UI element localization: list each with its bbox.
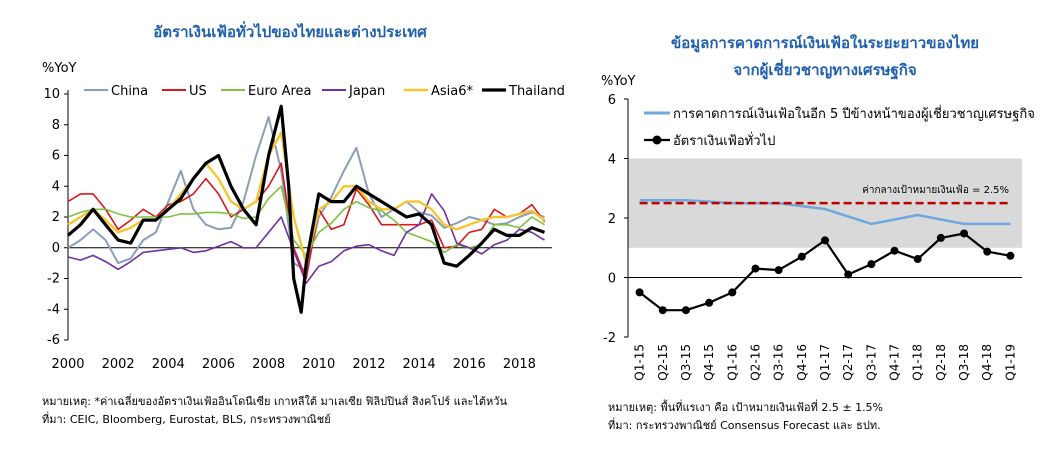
right-y-axis-label: %YoY <box>601 74 636 89</box>
right-series-1-point <box>867 260 876 269</box>
right-series-1-point <box>728 288 737 297</box>
right-x-tick-label: Q1-16 <box>725 344 739 381</box>
right-x-tick-label: Q4-15 <box>702 344 716 381</box>
right-chart-title: ข้อมูลการคาดการณ์เงินเฟ้อในระยะยาวของไทย… <box>670 34 980 79</box>
right-source: ที่มา: กระทรวงพาณิชย์ Consensus Forecast… <box>608 419 881 432</box>
right-y-tick-label: 2 <box>608 212 616 227</box>
right-x-tick-label: Q4-16 <box>795 344 809 381</box>
left-legend-label-us: US <box>189 84 207 99</box>
right-y-tick-label: 0 <box>608 272 616 287</box>
left-x-tick-label: 2014 <box>403 357 436 372</box>
right-x-tick-label: Q3-15 <box>679 344 693 381</box>
right-series-0 <box>639 198 1011 226</box>
left-x-tick-label: 2006 <box>202 357 235 372</box>
left-x-tick-label: 2016 <box>453 357 486 372</box>
left-y-tick-label: 2 <box>52 210 60 225</box>
left-x-tick-label: 2004 <box>152 357 185 372</box>
left-legend-label-thailand: Thailand <box>508 84 565 99</box>
left-source: ที่มา: CEIC, Bloomberg, Eurostat, BLS, ก… <box>42 413 331 426</box>
right-series-1-point <box>751 264 760 273</box>
right-x-tick-label: Q1-17 <box>818 344 832 381</box>
left-legend-label-japan: Japan <box>348 84 385 99</box>
left-y-axis-label: %YoY <box>42 61 77 76</box>
right-x-tick-label: Q2-18 <box>934 344 948 381</box>
left-y-tick-label: 8 <box>52 118 60 133</box>
right-x-tick-label: Q3-18 <box>957 344 971 381</box>
right-legend-label-1: อัตราเงินเฟ้อทั่วไป <box>673 132 775 149</box>
right-x-tick-label: Q1-15 <box>633 344 647 381</box>
right-x-tick-label: Q4-17 <box>888 344 902 381</box>
right-x-tick-label: Q1-18 <box>911 344 925 381</box>
left-x-tick-label: 2010 <box>302 357 335 372</box>
left-y-tick-label: -6 <box>47 333 60 348</box>
left-footnote: หมายเหตุ: *ค่าเฉลี่ยของอัตราเงินเฟ้ออินโ… <box>42 395 507 408</box>
left-y-tick-label: 6 <box>52 149 60 164</box>
right-series-1-point <box>936 233 945 242</box>
right-x-tick-label: Q2-17 <box>841 344 855 381</box>
left-y-tick-label: 0 <box>52 241 60 256</box>
left-y-tick-label: -4 <box>47 302 60 317</box>
right-series-1-point <box>844 270 853 279</box>
left-x-tick-label: 2012 <box>352 357 385 372</box>
left-y-tick-label: -2 <box>47 272 60 287</box>
left-y-tick-label: 4 <box>52 179 60 194</box>
right-series-1-point <box>635 288 644 297</box>
right-series-1-point <box>774 266 783 275</box>
left-x-tick-label: 2000 <box>51 357 84 372</box>
right-x-tick-label: Q1-19 <box>1003 344 1017 381</box>
right-x-tick-label: Q4-18 <box>980 344 994 381</box>
left-x-tick-label: 2008 <box>252 357 285 372</box>
right-x-tick-label: Q2-16 <box>749 344 763 381</box>
left-legend-label-china: China <box>111 84 148 99</box>
right-series-1-point <box>983 247 992 256</box>
right-series-1-point <box>913 255 922 264</box>
left-legend-label-asia6: Asia6* <box>431 84 474 99</box>
right-series-1-point <box>658 306 667 315</box>
right-y-tick-label: 6 <box>608 93 616 108</box>
left-x-tick-label: 2002 <box>102 357 135 372</box>
right-series-1-point <box>960 229 969 238</box>
right-series-1-point <box>890 246 899 255</box>
right-series-1-point <box>797 252 806 261</box>
left-x-tick-label: 2018 <box>503 357 536 372</box>
right-x-tick-label: Q3-16 <box>772 344 786 381</box>
left-chart-title: อัตราเงินเฟ้อทั่วไปของไทยและต่างประเทศ <box>153 23 427 41</box>
right-x-tick-label: Q2-15 <box>656 344 670 381</box>
right-y-tick-label: 4 <box>608 153 616 168</box>
left-legend-label-euro-area: Euro Area <box>248 84 312 99</box>
right-series-1-point <box>681 306 690 315</box>
right-series-1-point <box>1006 251 1015 260</box>
left-y-tick-label: 10 <box>43 87 60 102</box>
right-target-label: ค่ากลางเป้าหมายเงินเฟ้อ = 2.5% <box>862 184 1009 196</box>
left-series-japan <box>67 193 545 284</box>
right-footnote: หมายเหตุ: พื้นที่แรเงา คือ เป้าหมายเงินเ… <box>608 401 884 414</box>
right-x-tick-label: Q3-17 <box>864 344 878 381</box>
left-series-thailand <box>66 104 546 314</box>
right-legend-marker-1 <box>652 135 662 145</box>
right-series-1-point <box>705 298 714 307</box>
right-series-1-point <box>821 236 829 245</box>
right-legend-label-0: การคาดการณ์เงินเฟ้อในอีก 5 ปีข้างหน้าของ… <box>673 105 1035 122</box>
right-y-tick-label: -2 <box>603 331 616 346</box>
